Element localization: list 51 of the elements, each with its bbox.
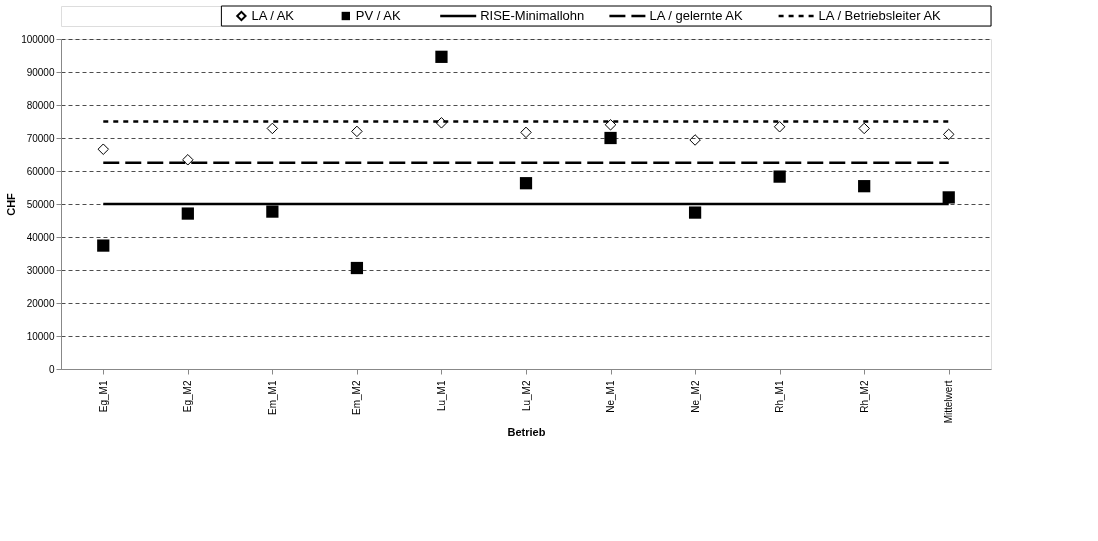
x-tick-label: Lu_M1 <box>435 380 447 412</box>
point <box>266 122 279 135</box>
x-tick-label: Ne_M2 <box>689 380 701 413</box>
point <box>351 125 363 138</box>
x-tick-label: Rh_M2 <box>858 380 870 413</box>
point <box>350 261 364 275</box>
point <box>435 117 448 129</box>
point <box>688 206 702 219</box>
point <box>942 128 955 141</box>
x-tick-label: Ne_M1 <box>605 380 617 413</box>
y-tick-label: 70000 <box>26 132 55 144</box>
point <box>182 154 194 166</box>
legend-label: LA / gelernte AK <box>649 8 743 23</box>
point <box>858 122 870 135</box>
legend-label: LA / AK <box>251 8 295 23</box>
point <box>689 134 701 146</box>
legend-label: LA / Betriebsleiter AK <box>818 8 942 23</box>
x-tick-label: Em_M2 <box>351 380 363 415</box>
point <box>773 121 786 133</box>
y-tick-label: 20000 <box>26 297 55 309</box>
x-axis-title: Betrieb <box>507 426 546 439</box>
point <box>604 119 617 131</box>
y-tick-label: 100000 <box>21 33 55 45</box>
point <box>97 143 110 155</box>
y-axis-title: CHF <box>5 192 18 216</box>
legend-label: RISE-Minimallohn <box>480 8 585 23</box>
point <box>181 207 194 220</box>
x-tick-label: Em_M1 <box>266 380 278 415</box>
y-tick-label: 60000 <box>26 165 55 177</box>
legend-label: PV / AK <box>355 8 401 23</box>
y-tick-label: 40000 <box>26 231 55 243</box>
y-tick-label: 10000 <box>26 330 55 342</box>
y-tick-label: 50000 <box>26 198 55 210</box>
point <box>97 239 110 252</box>
point <box>773 170 786 183</box>
point <box>604 131 617 145</box>
y-tick-label: 80000 <box>26 99 55 111</box>
x-tick-label: Rh_M1 <box>774 380 786 413</box>
y-tick-label: 90000 <box>26 66 55 78</box>
point <box>266 205 279 218</box>
point <box>519 177 533 190</box>
x-tick-label: Eg_M2 <box>182 380 194 413</box>
y-tick-label: 30000 <box>26 264 55 276</box>
point <box>858 180 871 193</box>
x-tick-label: Lu_M2 <box>520 380 532 412</box>
x-tick-label: Eg_M1 <box>97 380 109 413</box>
y-tick-label: 0 <box>48 363 55 375</box>
point <box>520 126 532 139</box>
point <box>942 191 955 204</box>
x-tick-label: Mittelwert <box>943 380 955 424</box>
point <box>435 50 448 63</box>
